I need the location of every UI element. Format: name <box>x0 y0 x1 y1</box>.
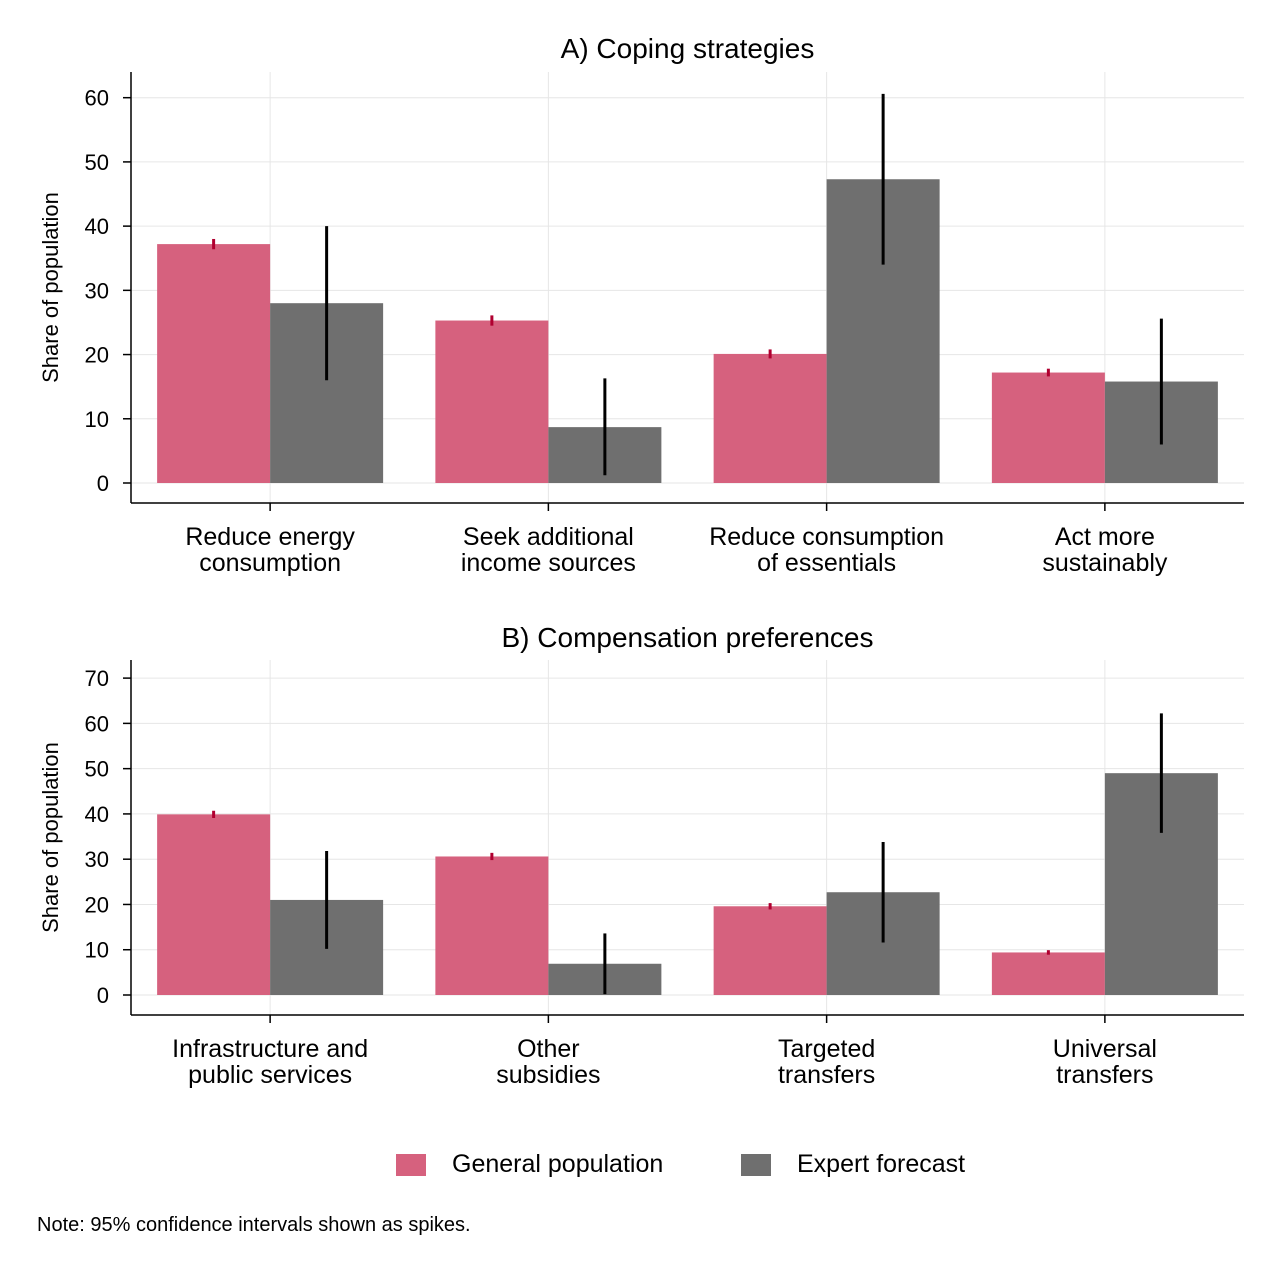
category-label: Universal transfers <box>1053 1035 1157 1089</box>
legend-label-general: General population <box>452 1150 664 1178</box>
bar-general <box>991 372 1105 483</box>
y-tick-label: 20 <box>85 892 109 917</box>
chart-title: A) Coping strategies <box>561 33 815 64</box>
y-tick-label: 40 <box>85 802 109 827</box>
category-label-line: transfers <box>1056 1061 1153 1089</box>
legend-item-general: General population <box>396 1150 663 1179</box>
category-label-line: Targeted <box>778 1035 875 1063</box>
category-label-line: Reduce consumption <box>709 523 944 551</box>
category-label: Targeted transfers <box>778 1035 875 1089</box>
category-label-line: Infrastructure and <box>172 1035 368 1063</box>
category-label: Reduce consumption of essentials <box>709 523 944 577</box>
category-label-line: income sources <box>461 549 636 577</box>
y-tick-label: 20 <box>85 343 109 368</box>
category-label-line: public services <box>188 1061 352 1089</box>
y-tick-label: 0 <box>97 471 109 496</box>
chart-title: B) Compensation preferences <box>502 622 874 653</box>
category-label-line: Other <box>517 1035 580 1063</box>
y-tick-label: 60 <box>85 86 109 111</box>
category-label-line: Act more <box>1055 523 1155 551</box>
category-label-line: consumption <box>199 549 341 577</box>
legend-swatch-general <box>396 1153 426 1176</box>
panel-coping-strategies: 0 10 20 30 40 50 60 Reduce energy consumption See… <box>38 33 1244 577</box>
bar-general <box>991 952 1105 995</box>
y-tick-label: 70 <box>85 666 109 691</box>
y-tick-label: 50 <box>85 150 109 175</box>
category-label-line: transfers <box>778 1061 875 1089</box>
y-tick-label: 40 <box>85 214 109 239</box>
category-label: Act more sustainably <box>1042 523 1168 577</box>
y-tick-label: 30 <box>85 278 109 303</box>
bar-general <box>157 814 271 995</box>
y-tick-label: 60 <box>85 711 109 736</box>
category-label: Other subsidies <box>496 1035 600 1089</box>
y-tick-label: 50 <box>85 757 109 782</box>
legend-item-expert: Expert forecast <box>741 1150 965 1179</box>
y-axis-label: Share of population <box>38 192 63 383</box>
note: Note: 95% confidence intervals shown as … <box>37 1214 471 1236</box>
legend-swatch-expert <box>741 1153 771 1176</box>
category-label-line: Reduce energy <box>185 523 355 551</box>
y-tick-label: 10 <box>85 938 109 963</box>
category-label-line: subsidies <box>496 1061 600 1089</box>
category-label: Reduce energy consumption <box>185 523 355 577</box>
y-tick-label: 10 <box>85 407 109 432</box>
category-label: Seek additional income sources <box>461 523 636 577</box>
category-label-line: sustainably <box>1042 549 1168 577</box>
category-label-line: of essentials <box>757 549 896 577</box>
bar-general <box>713 353 827 483</box>
category-label: Infrastructure and public services <box>172 1035 368 1089</box>
bar-general <box>157 244 271 483</box>
bar-general <box>713 906 827 995</box>
bar-general <box>435 320 549 483</box>
y-tick-label: 30 <box>85 847 109 872</box>
panel-compensation-preferences: 0 10 20 30 40 50 60 70 Infrastructure and public … <box>38 622 1244 1089</box>
legend: General population Expert forecast <box>0 1150 1274 1194</box>
y-tick-label: 0 <box>97 983 109 1008</box>
y-axis-label: Share of population <box>38 742 63 933</box>
category-label-line: Universal <box>1053 1035 1157 1063</box>
legend-label-expert: Expert forecast <box>797 1150 966 1178</box>
category-label-line: Seek additional <box>463 523 634 551</box>
bar-general <box>435 856 549 995</box>
